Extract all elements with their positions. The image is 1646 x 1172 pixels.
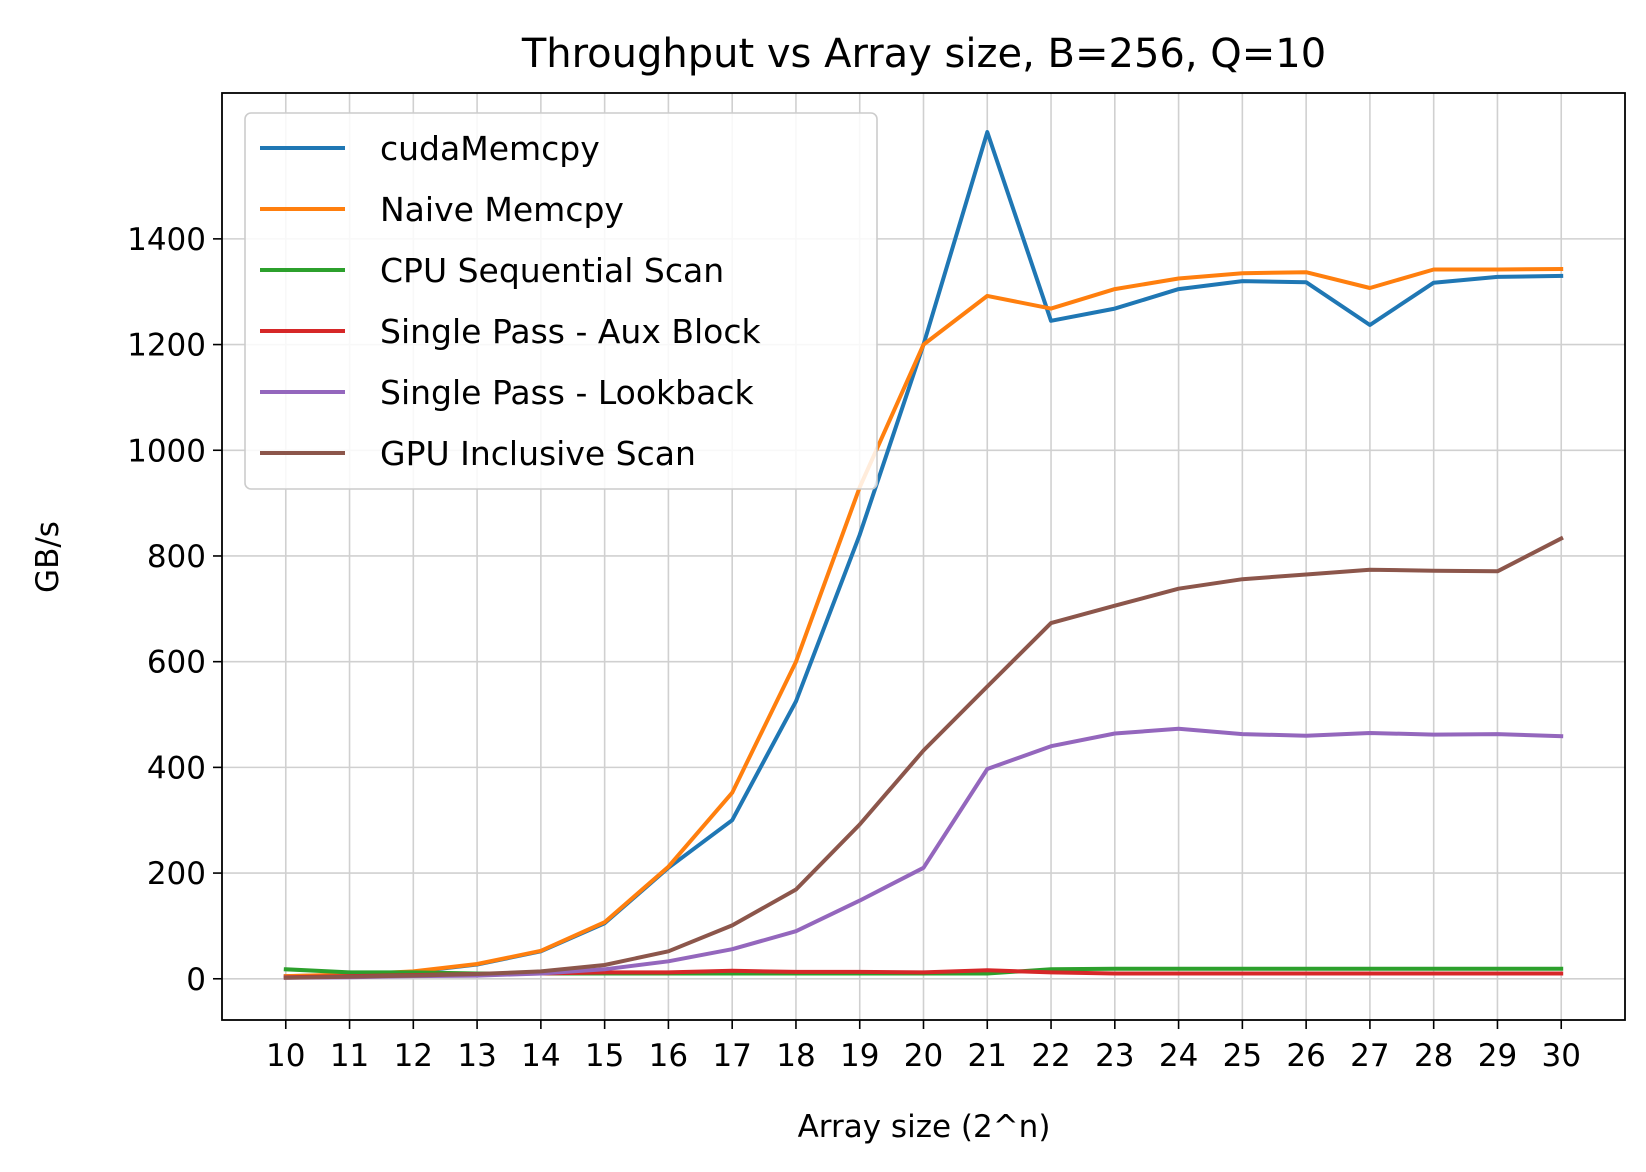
chart-title: Throughput vs Array size, B=256, Q=10 (521, 31, 1326, 77)
y-tick-label: 200 (147, 856, 206, 892)
x-tick-label: 29 (1478, 1038, 1517, 1074)
x-tick-label: 16 (649, 1038, 688, 1074)
x-tick-label: 19 (840, 1038, 879, 1074)
y-tick-label: 0 (186, 962, 206, 998)
x-tick-label: 18 (776, 1038, 815, 1074)
x-tick-label: 23 (1095, 1038, 1134, 1074)
x-tick-label: 28 (1414, 1038, 1453, 1074)
y-tick-label: 1400 (127, 222, 206, 258)
x-axis-label: Array size (2^n) (798, 1109, 1051, 1145)
legend: cudaMemcpy Naive Memcpy CPU Sequential Sca… (244, 112, 878, 490)
series-line-5 (283, 535, 1564, 980)
y-axis-label: GB/s (30, 521, 66, 593)
series-line-1 (283, 266, 1564, 979)
series-lines (283, 130, 1564, 980)
x-tick-label: 20 (904, 1038, 943, 1074)
y-tick-label: 800 (147, 539, 206, 575)
x-tick-label: 14 (521, 1038, 560, 1074)
legend-label: CPU Sequential Scan (380, 251, 724, 290)
x-axis: 10 11 12 13 14 15 16 17 18 19 20 21 22 23 24 25 26 27 28 29… (266, 1020, 1581, 1074)
legend-label: Single Pass - Lookback (380, 373, 754, 412)
x-tick-label: 22 (1031, 1038, 1070, 1074)
x-tick-label: 12 (394, 1038, 433, 1074)
x-tick-label: 30 (1542, 1038, 1581, 1074)
legend-box (244, 112, 878, 490)
x-tick-label: 24 (1159, 1038, 1198, 1074)
legend-label: cudaMemcpy (380, 129, 600, 168)
x-tick-label: 25 (1223, 1038, 1262, 1074)
y-axis: 0 200 400 600 800 1000 1200 1400 (127, 222, 222, 998)
y-tick-label: 1000 (127, 433, 206, 469)
x-tick-label: 15 (585, 1038, 624, 1074)
x-tick-label: 13 (457, 1038, 496, 1074)
x-tick-label: 10 (266, 1038, 305, 1074)
x-tick-label: 17 (712, 1038, 751, 1074)
y-tick-label: 400 (147, 750, 206, 786)
x-tick-label: 26 (1286, 1038, 1325, 1074)
x-tick-label: 21 (968, 1038, 1007, 1074)
x-tick-label: 27 (1350, 1038, 1389, 1074)
legend-label: Single Pass - Aux Block (380, 312, 762, 351)
legend-label: GPU Inclusive Scan (380, 434, 696, 473)
y-tick-label: 1200 (127, 328, 206, 364)
x-tick-label: 11 (330, 1038, 369, 1074)
legend-label: Naive Memcpy (380, 190, 624, 229)
y-tick-label: 600 (147, 645, 206, 681)
